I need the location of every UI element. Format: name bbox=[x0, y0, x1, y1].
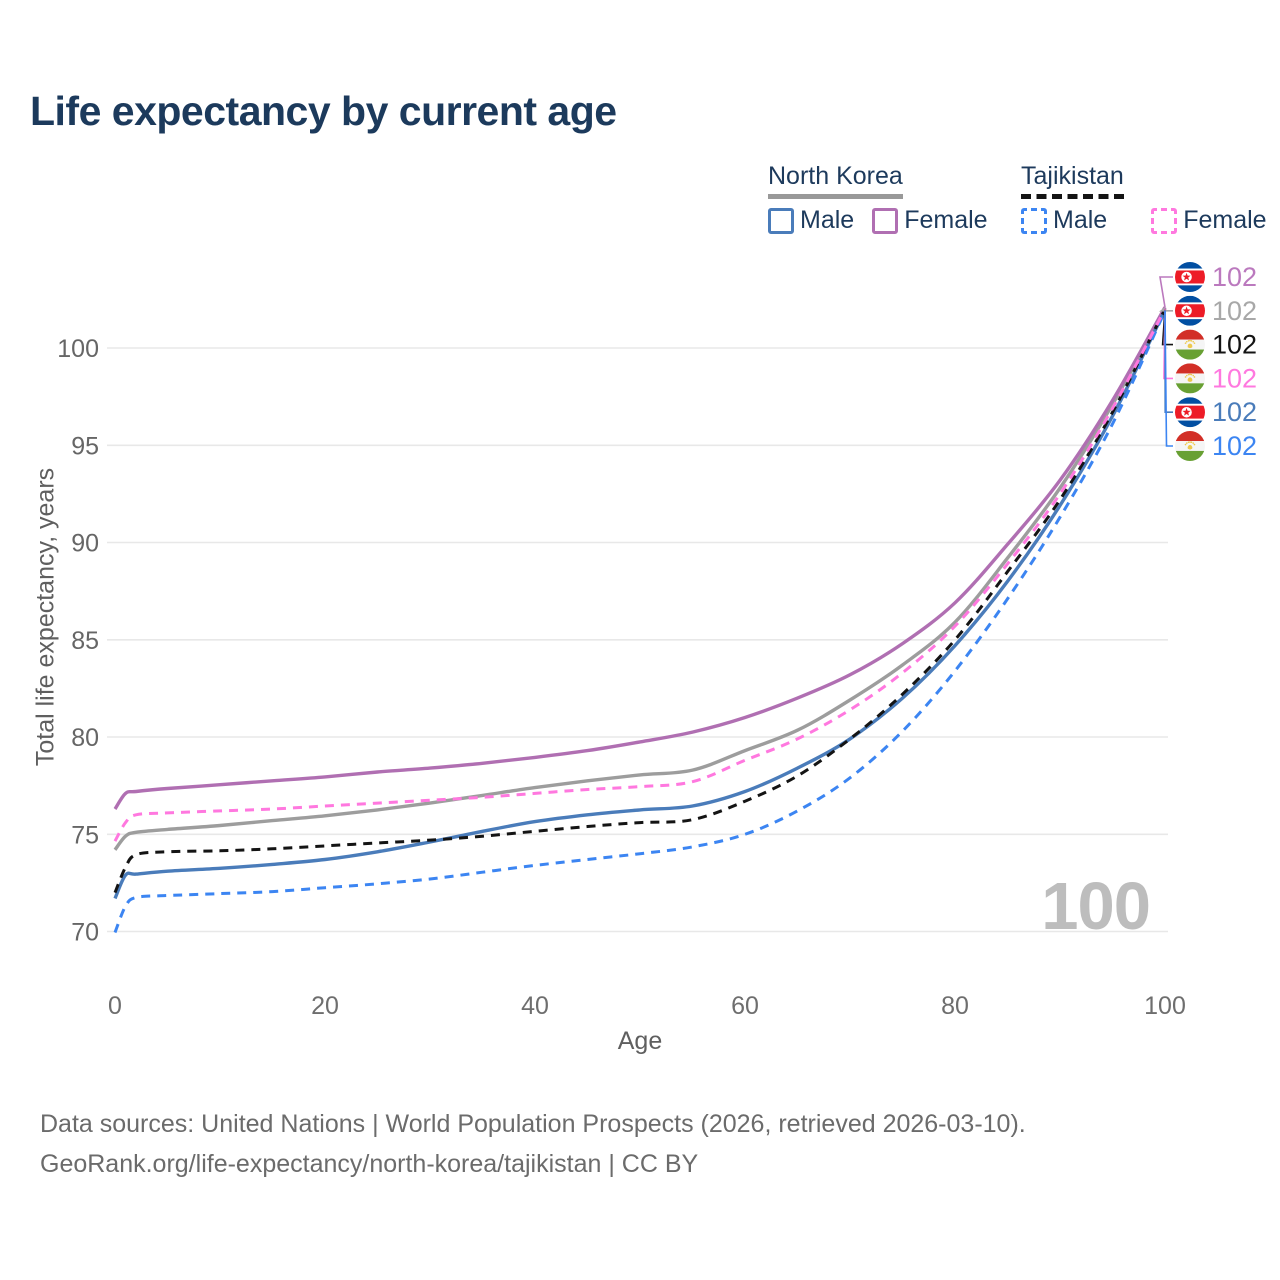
legend-item-tajikistan-male[interactable]: Male bbox=[1021, 206, 1107, 235]
checkbox-icon-tajikistan-female[interactable] bbox=[1151, 207, 1178, 234]
y-tick-label: 100 bbox=[57, 335, 99, 363]
end-value-label-north-korea-male: 102 bbox=[1212, 397, 1257, 427]
y-tick-label: 95 bbox=[71, 432, 99, 460]
series-line-north-korea-female[interactable] bbox=[113, 306, 1167, 810]
legend-item-label: Female bbox=[904, 206, 988, 234]
y-tick-label: 75 bbox=[71, 821, 99, 849]
flag-icon-north-korea bbox=[1175, 262, 1205, 292]
label-connector-north-korea bbox=[1158, 307, 1173, 312]
series-line-tajikistan[interactable] bbox=[113, 308, 1167, 894]
checkbox-icon-north-korea-male[interactable] bbox=[768, 207, 794, 234]
y-tick-label: 90 bbox=[71, 530, 99, 558]
legend-item-label: Female bbox=[1183, 206, 1267, 234]
x-axis-title: Age bbox=[617, 1027, 663, 1055]
x-tick-label: 100 bbox=[1144, 992, 1186, 1020]
legend-group-title-north-korea: North Korea bbox=[768, 162, 903, 199]
y-tick-label: 85 bbox=[71, 627, 99, 655]
footer-sources: Data sources: United Nations | World Pop… bbox=[40, 1110, 1026, 1138]
series-line-north-korea-male[interactable] bbox=[113, 309, 1167, 900]
legend-item-tajikistan-female[interactable]: Female bbox=[1151, 206, 1267, 235]
x-tick-label: 60 bbox=[731, 992, 759, 1020]
flag-icon-tajikistan bbox=[1175, 431, 1205, 461]
label-connector-tajikistan-male bbox=[1164, 310, 1173, 447]
label-connector-north-korea-female bbox=[1159, 276, 1173, 308]
legend-items-north-korea: Male Female bbox=[768, 206, 988, 235]
x-tick-label: 20 bbox=[311, 992, 339, 1020]
series-line-tajikistan-male[interactable] bbox=[113, 310, 1167, 934]
legend-group-tajikistan: Tajikistan Male Female bbox=[1021, 162, 1267, 235]
end-value-label-tajikistan-male: 102 bbox=[1212, 431, 1257, 461]
legend-group-title-tajikistan: Tajikistan bbox=[1021, 162, 1124, 199]
x-tick-label: 80 bbox=[941, 992, 969, 1020]
legend-item-label: Male bbox=[800, 206, 855, 234]
series-line-tajikistan-female[interactable] bbox=[113, 308, 1167, 842]
flag-icon-north-korea bbox=[1175, 397, 1205, 428]
legend-item-north-korea-male[interactable]: Male bbox=[768, 206, 854, 235]
legend-item-label: Male bbox=[1053, 206, 1108, 234]
end-value-label-north-korea: 102 bbox=[1212, 296, 1257, 326]
legend-item-north-korea-female[interactable]: Female bbox=[872, 206, 988, 235]
checkbox-icon-tajikistan-male[interactable] bbox=[1021, 207, 1047, 234]
y-tick-label: 70 bbox=[71, 919, 99, 947]
page-title: Life expectancy by current age bbox=[30, 88, 617, 134]
y-tick-label: 80 bbox=[71, 724, 99, 752]
footer-link: GeoRank.org/life-expectancy/north-korea/… bbox=[40, 1150, 699, 1178]
flag-icon-north-korea bbox=[1175, 295, 1205, 326]
age-watermark: 100 bbox=[1041, 869, 1151, 944]
x-tick-label: 40 bbox=[521, 992, 549, 1020]
end-value-label-north-korea-female: 102 bbox=[1212, 262, 1257, 292]
x-tick-label: 0 bbox=[108, 992, 122, 1020]
series-line-north-korea[interactable] bbox=[113, 307, 1167, 851]
legend-group-north-korea: North Korea Male Female bbox=[768, 162, 988, 235]
end-value-label-tajikistan-female: 102 bbox=[1212, 363, 1257, 393]
y-axis-title: Total life expectancy, years bbox=[31, 467, 60, 767]
flag-icon-tajikistan bbox=[1175, 329, 1205, 360]
legend-items-tajikistan: Male Female bbox=[1021, 206, 1267, 235]
checkbox-icon-north-korea-female[interactable] bbox=[872, 207, 899, 234]
flag-icon-tajikistan bbox=[1175, 363, 1205, 394]
end-value-label-tajikistan: 102 bbox=[1212, 330, 1257, 360]
